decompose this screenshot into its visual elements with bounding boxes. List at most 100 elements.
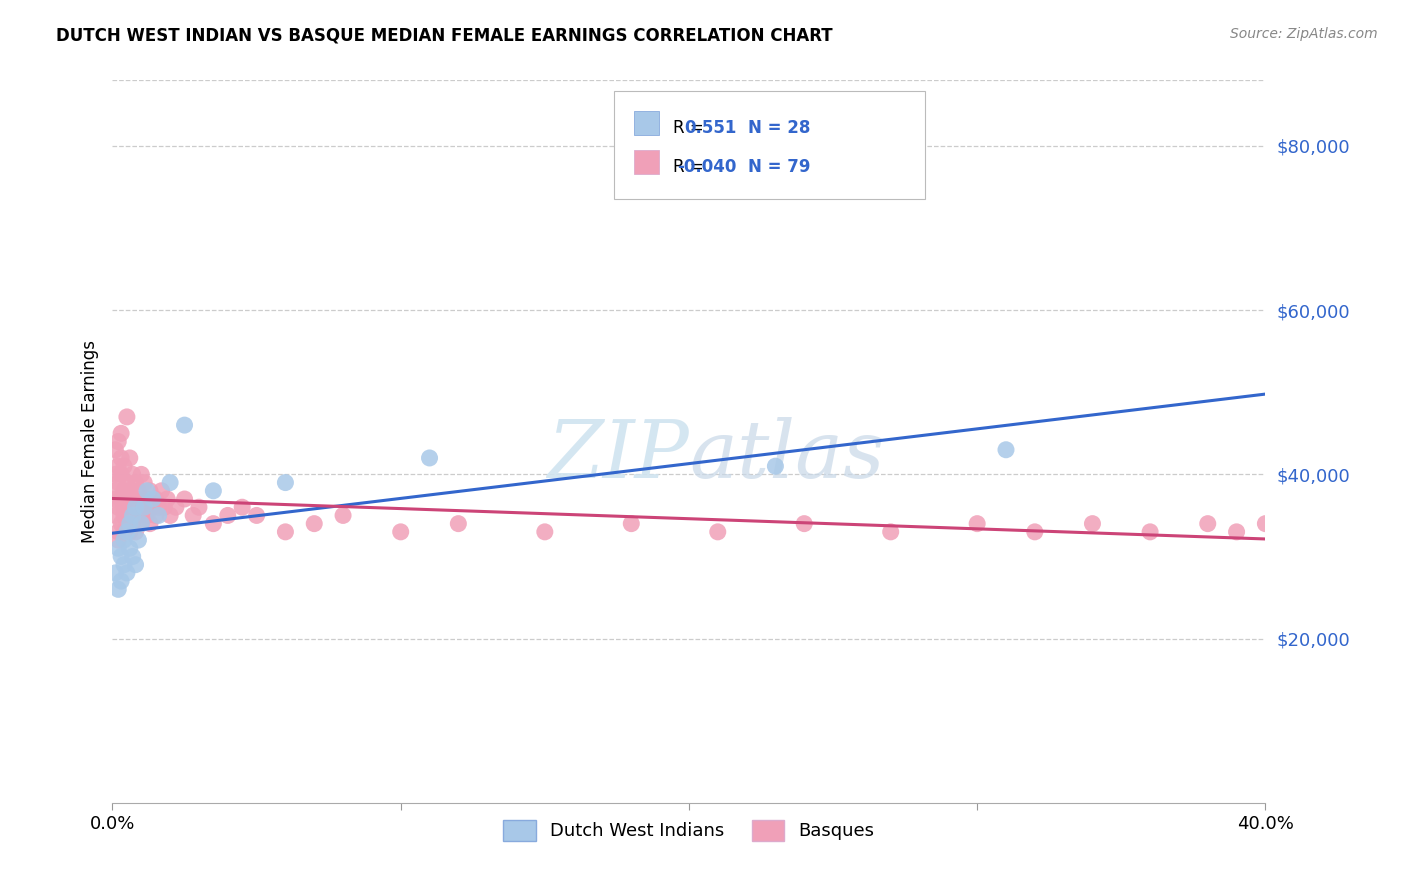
Point [145,491,167,506]
Text: ZIP: ZIP [547,417,689,495]
Point [129,516,153,531]
Point [142,500,165,515]
Point [107,475,129,490]
Point [134,475,156,490]
Point [217,508,239,523]
Point [104,442,127,457]
Point [112,500,135,515]
Point [1197,516,1219,531]
Point [118,483,141,498]
Point [124,500,146,515]
Point [129,516,153,531]
Point [107,524,129,539]
FancyBboxPatch shape [634,151,659,174]
Point [110,467,132,482]
Point [118,541,141,556]
Point [165,500,187,515]
Point [112,533,135,547]
Point [110,549,132,564]
Point [173,491,195,506]
Point [966,516,988,531]
Point [202,516,225,531]
Point [419,450,441,465]
Point [995,442,1018,457]
Point [1139,524,1161,539]
Text: R =: R = [673,158,703,176]
Point [118,508,141,523]
Point [188,500,211,515]
Point [112,524,135,539]
Point [231,500,253,515]
Point [150,483,173,498]
Point [110,450,132,465]
Point [1081,516,1104,531]
Point [110,574,132,588]
Text: DUTCH WEST INDIAN VS BASQUE MEDIAN FEMALE EARNINGS CORRELATION CHART: DUTCH WEST INDIAN VS BASQUE MEDIAN FEMAL… [56,27,832,45]
Point [121,491,143,506]
Point [136,483,159,498]
Point [880,524,903,539]
Point [274,524,297,539]
Text: Source: ZipAtlas.com: Source: ZipAtlas.com [1230,27,1378,41]
Point [127,533,149,547]
Point [107,459,129,474]
Point [181,508,204,523]
Point [115,516,138,531]
Point [104,566,127,580]
Point [112,483,135,498]
Point [115,566,138,580]
Point [332,508,354,523]
Point [707,524,730,539]
Point [112,459,135,474]
Point [134,500,156,515]
Point [110,491,132,506]
Point [129,467,153,482]
Point [1226,524,1249,539]
Point [110,426,132,441]
Point [145,508,167,523]
Point [134,500,156,515]
Point [124,475,146,490]
Text: N = 79: N = 79 [748,158,810,176]
Point [124,524,146,539]
Point [148,508,170,523]
Point [173,418,195,433]
Point [127,508,149,523]
Y-axis label: Median Female Earnings: Median Female Earnings [80,340,98,543]
Point [159,508,181,523]
Point [104,483,127,498]
Point [124,500,146,515]
Point [107,533,129,547]
FancyBboxPatch shape [634,112,659,136]
Point [115,409,138,424]
Point [115,491,138,506]
Point [142,491,165,506]
Text: atlas: atlas [689,417,884,495]
Point [139,483,162,498]
Point [127,483,149,498]
Point [1024,524,1046,539]
Point [112,508,135,523]
Point [107,541,129,556]
Text: 0.551: 0.551 [683,119,737,137]
Point [112,558,135,572]
Point [107,434,129,449]
Point [765,459,787,474]
Point [202,483,225,498]
Point [1254,516,1277,531]
Point [136,491,159,506]
Point [118,516,141,531]
Point [159,475,181,490]
Point [620,516,643,531]
Point [104,467,127,482]
Point [104,508,127,523]
Point [389,524,412,539]
Point [136,508,159,523]
Point [148,500,170,515]
Text: -0.040: -0.040 [676,158,737,176]
Text: N = 28: N = 28 [748,119,810,137]
Text: R =: R = [673,119,703,137]
Point [121,508,143,523]
Point [107,582,129,597]
Point [124,558,146,572]
